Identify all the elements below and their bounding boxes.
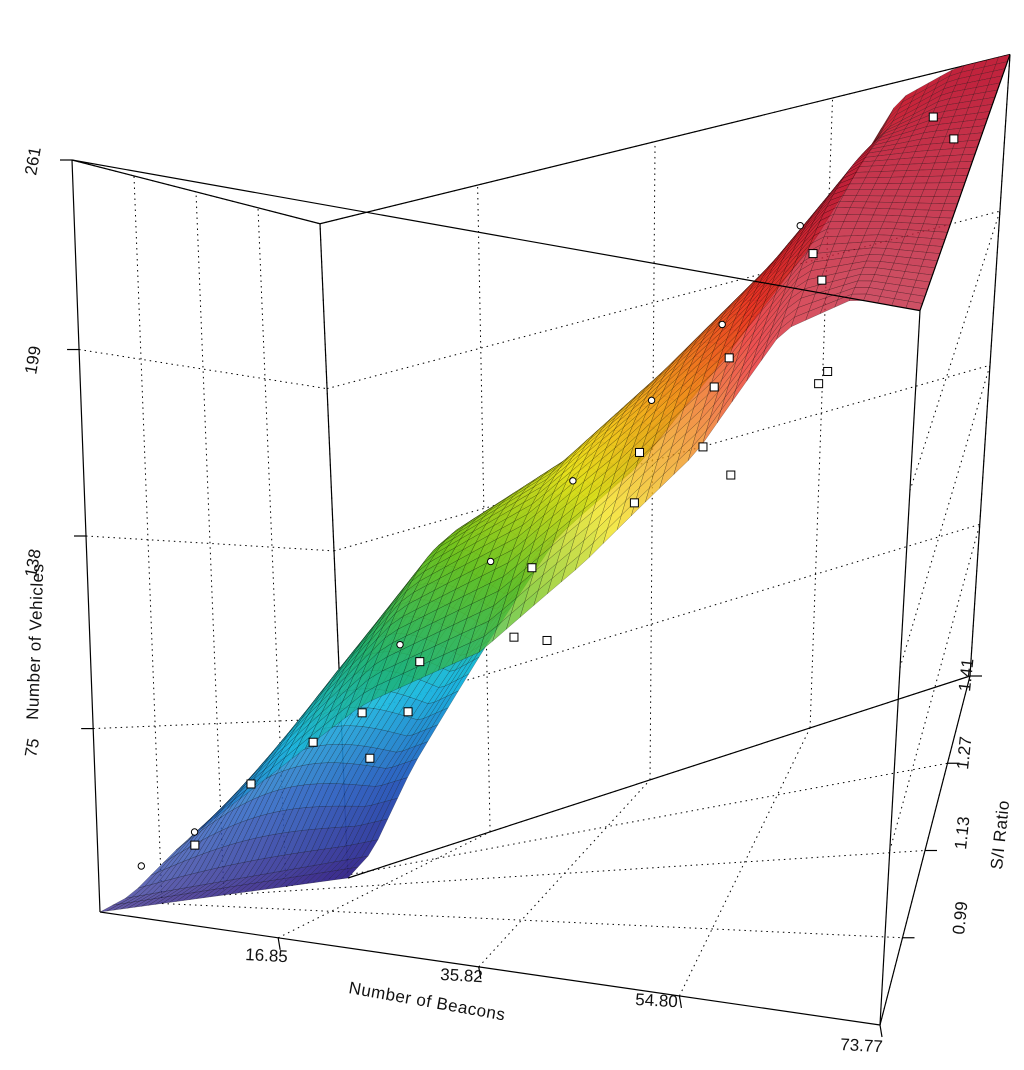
- data-point: [357, 708, 367, 718]
- x-tick-label: 54.80: [635, 990, 678, 1011]
- x-tick: [879, 1024, 883, 1038]
- surface-cell: [917, 230, 935, 239]
- x-tick: [678, 995, 683, 1009]
- data-point: [365, 753, 375, 763]
- grid-z-right: [889, 524, 981, 851]
- data-point: [509, 632, 519, 642]
- data-point: [647, 396, 656, 405]
- data-point: [817, 275, 827, 285]
- data-point: [635, 447, 645, 457]
- data-point: [246, 779, 256, 789]
- x-axis-title: Number of Beacons: [347, 978, 507, 1024]
- top-left-edge: [71, 159, 321, 225]
- top-right-edge: [919, 54, 1011, 311]
- surface-cell: [904, 229, 922, 238]
- grid-z-left: [78, 349, 328, 390]
- data-point: [698, 442, 708, 452]
- x-tick: [277, 937, 281, 950]
- data-point: [527, 563, 537, 573]
- data-point: [403, 707, 413, 717]
- grid-y-floor: [347, 675, 971, 879]
- x-tick-label: 73.77: [840, 1035, 883, 1056]
- front-top-edge: [71, 159, 921, 312]
- y-tick-label: 0.99: [949, 901, 971, 936]
- x-tick: [478, 966, 482, 979]
- grid-z-right: [899, 365, 991, 668]
- data-point: [396, 640, 404, 649]
- data-point: [724, 353, 734, 363]
- y-tick-label: 1.41: [955, 658, 977, 693]
- floor-front-edge: [99, 911, 881, 1026]
- grid-y-left: [133, 175, 163, 904]
- z-tick-label: 75: [21, 737, 43, 759]
- grid-x-back: [809, 97, 834, 728]
- grid-z-back: [326, 210, 1001, 390]
- data-point: [928, 112, 938, 122]
- data-point: [137, 862, 146, 870]
- y-axis-title: S/I Ratio: [987, 799, 1013, 870]
- x-tick-label: 16.85: [245, 945, 288, 966]
- data-points: [137, 112, 959, 870]
- grid-y-left: [195, 191, 225, 896]
- surface-cell: [920, 223, 937, 232]
- back-right-edge: [969, 54, 1011, 677]
- z-tick-label: 199: [21, 344, 45, 375]
- surface-cell: [901, 236, 919, 245]
- z-tick-label: 261: [21, 145, 45, 176]
- grid-x-floor: [678, 727, 811, 997]
- surface-cell: [925, 209, 943, 218]
- data-point: [415, 657, 425, 667]
- grid-y-floor: [285, 762, 948, 887]
- grid-y-left: [319, 223, 349, 879]
- x-tick-label: 35.82: [440, 965, 483, 986]
- data-point: [718, 320, 726, 329]
- data-point: [949, 134, 959, 144]
- data-point: [308, 737, 318, 747]
- surface-cell: [915, 237, 932, 246]
- grid-x-floor: [277, 831, 491, 939]
- surface-mesh: [99, 54, 1011, 913]
- surface-cell: [923, 216, 940, 225]
- data-point: [486, 557, 495, 566]
- z-tick-label: 138: [21, 547, 45, 578]
- data-point: [709, 382, 719, 392]
- data-point: [629, 498, 639, 508]
- data-point: [190, 828, 199, 836]
- data-point: [796, 221, 804, 230]
- back-top-edge: [319, 53, 1011, 225]
- y-tick-label: 1.13: [951, 816, 973, 851]
- data-point: [808, 249, 818, 259]
- z-axis-title: Number of Vehicles: [23, 563, 47, 720]
- front-right-edge: [879, 310, 921, 1026]
- data-point: [726, 470, 736, 480]
- grid-x-back: [477, 185, 491, 832]
- data-point: [569, 477, 577, 485]
- data-point: [190, 840, 200, 850]
- y-tick-label: 1.27: [953, 736, 975, 771]
- data-point: [542, 635, 552, 645]
- surface-cell: [907, 222, 924, 231]
- front-frame: [60, 54, 1011, 1038]
- data-point: [814, 379, 824, 389]
- data-point: [823, 366, 833, 376]
- grid-y-floor: [161, 903, 903, 939]
